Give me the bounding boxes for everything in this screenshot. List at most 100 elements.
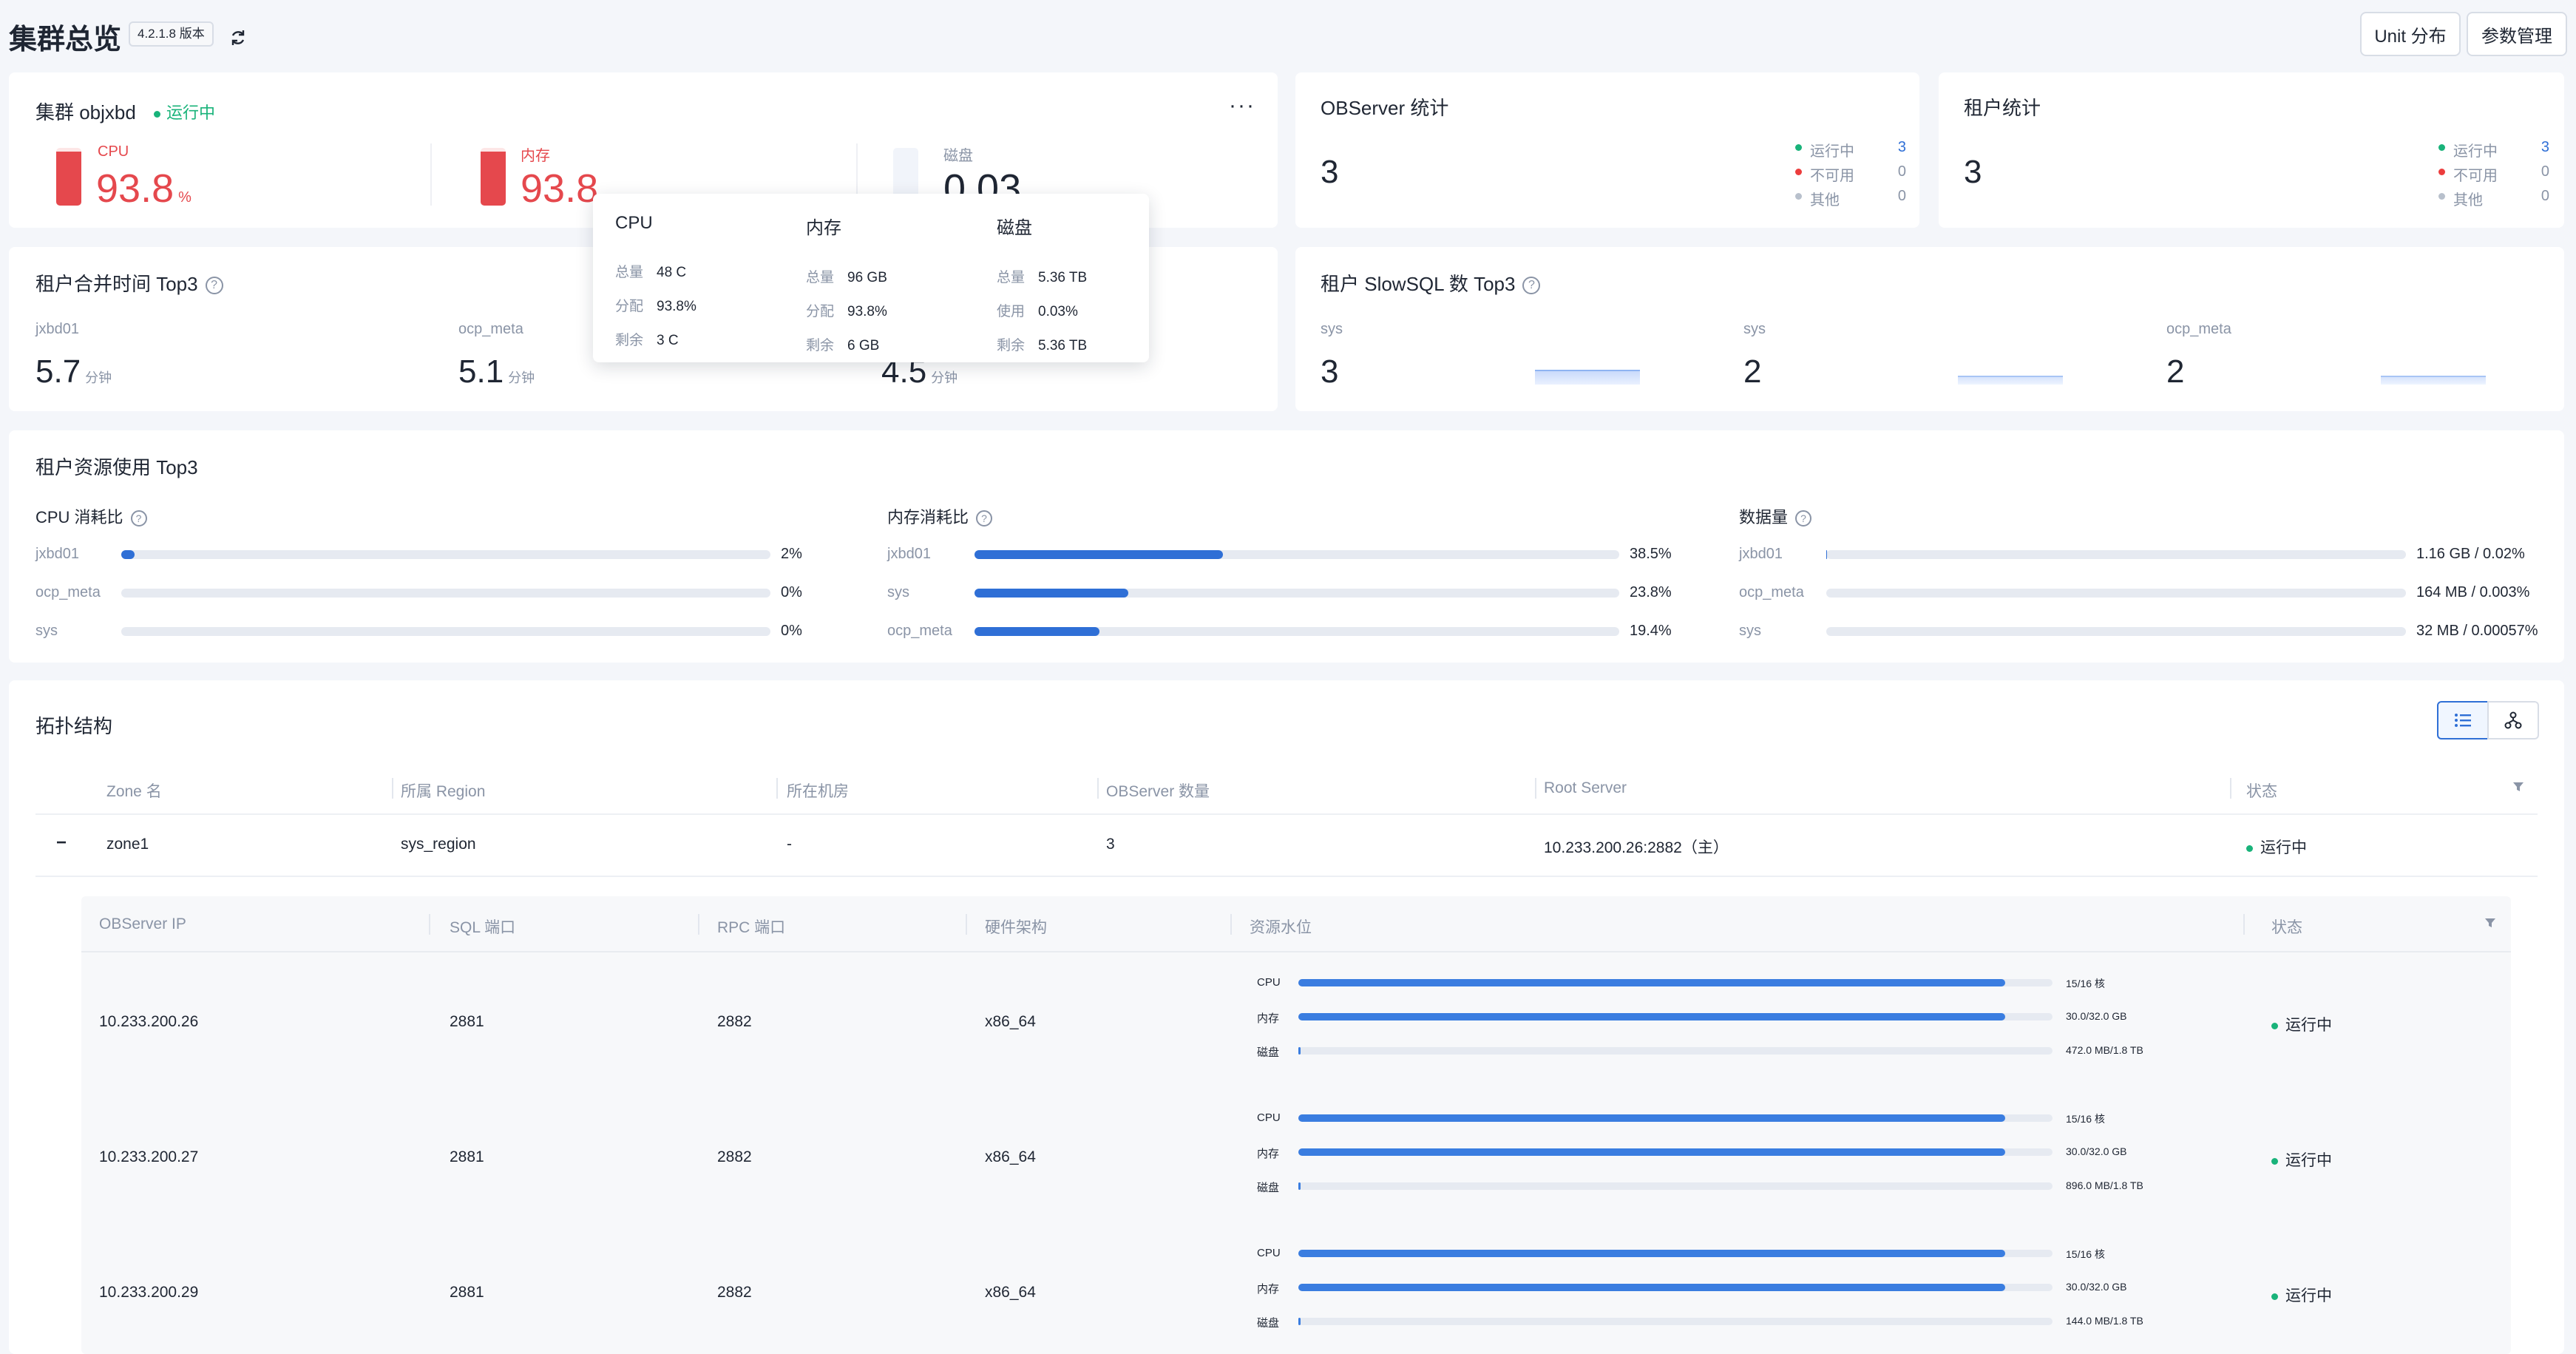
help-icon[interactable]: ? bbox=[1795, 510, 1812, 527]
memory-label: 内存 bbox=[521, 148, 550, 164]
col-sep bbox=[1230, 914, 1232, 935]
cpu-gauge bbox=[56, 148, 81, 206]
col-sep bbox=[2243, 914, 2245, 935]
collapse-icon[interactable]: − bbox=[56, 833, 67, 853]
resource-item-value: 38.5% bbox=[1630, 546, 1672, 562]
slowsql-title-text: 租户 SlowSQL 数 Top3 bbox=[1321, 273, 1516, 295]
status-count[interactable]: 3 bbox=[1897, 139, 1906, 155]
resource-watermark-fill bbox=[1298, 1284, 2006, 1291]
other-dot-icon bbox=[2438, 193, 2445, 200]
tooltip-row: 总量 5.36 TB bbox=[997, 270, 1088, 285]
tooltip-col-memory: 内存 总量 96 GB 分配 93.8% 剩余 6 GB bbox=[806, 213, 983, 363]
resource-item-name: ocp_meta bbox=[887, 623, 952, 639]
filter-icon[interactable] bbox=[2512, 781, 2524, 793]
resource-bar bbox=[121, 550, 770, 559]
slowsql-item-value: 3 bbox=[1321, 353, 1339, 390]
help-icon[interactable]: ? bbox=[1522, 277, 1541, 295]
resource-bar bbox=[975, 627, 1619, 636]
resource-label: 磁盘 bbox=[1257, 1182, 1280, 1194]
status-row-other: 其他 0 bbox=[1795, 188, 1906, 212]
col-sep bbox=[2230, 778, 2231, 799]
unit-distribution-button[interactable]: Unit 分布 bbox=[2360, 12, 2461, 56]
resource-watermark-fill bbox=[1298, 1047, 1301, 1055]
refresh-icon[interactable] bbox=[228, 28, 248, 47]
status-row-unavailable: 不可用 0 bbox=[1795, 163, 1906, 188]
tooltip-row: 使用 0.03% bbox=[997, 304, 1078, 319]
server-sql-port: 2881 bbox=[450, 1148, 484, 1165]
server-rpc-port: 2882 bbox=[717, 1013, 752, 1030]
memory-gauge bbox=[481, 148, 506, 206]
observer-stats-title: OBServer 统计 bbox=[1321, 97, 1449, 119]
resource-item-value: 0% bbox=[781, 623, 802, 639]
zone-root-server: 10.233.200.26:2882（主） bbox=[1544, 839, 1729, 856]
zone-row[interactable]: − zone1 sys_region - 3 10.233.200.26:288… bbox=[35, 815, 2538, 877]
resource-group-title: 内存消耗比? bbox=[887, 504, 993, 528]
resource-watermark-bar bbox=[1298, 1013, 2053, 1020]
status-label: 运行中 bbox=[1810, 143, 1854, 160]
server-row[interactable]: 10.233.200.27 2881 2882 x86_64 CPU 15/16 核内存 3… bbox=[81, 1088, 2511, 1223]
topology-title: 拓扑结构 bbox=[35, 715, 113, 737]
resource-bar bbox=[1826, 550, 2406, 559]
merge-time-title-text: 租户合并时间 Top3 bbox=[35, 273, 198, 295]
help-icon[interactable]: ? bbox=[976, 510, 993, 527]
topology-view-button[interactable] bbox=[2487, 701, 2539, 739]
list-view-button[interactable] bbox=[2437, 701, 2489, 739]
resource-watermark-fill bbox=[1298, 1182, 1301, 1190]
status-row-unavailable: 不可用 0 bbox=[2438, 163, 2549, 188]
zone-status-text: 运行中 bbox=[2260, 839, 2307, 856]
col-sep bbox=[966, 914, 967, 935]
resource-watermark-bar bbox=[1298, 1284, 2053, 1291]
cpu-value-number: 93.8 bbox=[96, 166, 174, 211]
resource-value: 15/16 核 bbox=[2066, 1113, 2105, 1125]
status-count[interactable]: 3 bbox=[2541, 139, 2549, 155]
server-status-text: 运行中 bbox=[2285, 1017, 2332, 1034]
sparkline bbox=[1535, 370, 1640, 385]
resource-watermark-bar bbox=[1298, 979, 2053, 986]
server-ip-link[interactable]: 10.233.200.29 bbox=[99, 1284, 199, 1301]
cluster-status-text: 运行中 bbox=[166, 104, 216, 122]
resource-group-title-text: 内存消耗比 bbox=[887, 508, 969, 527]
version-badge: 4.2.1.8 版本 bbox=[129, 21, 214, 47]
resource-item-value: 164 MB / 0.003% bbox=[2416, 584, 2530, 600]
resource-item-value: 2% bbox=[781, 546, 802, 562]
resource-item-name: ocp_meta bbox=[35, 584, 101, 600]
col-sep bbox=[1535, 778, 1536, 799]
help-icon[interactable]: ? bbox=[205, 277, 223, 295]
col-idc: 所在机房 bbox=[787, 783, 849, 800]
running-dot-icon bbox=[2271, 1157, 2278, 1165]
merge-item-value: 5.7 分钟 bbox=[35, 353, 112, 390]
zone-table-header: Zone 名 所属 Region 所在机房 OBServer 数量 Root S… bbox=[35, 762, 2538, 815]
status-count: 0 bbox=[1897, 163, 1906, 180]
server-rpc-port: 2882 bbox=[717, 1284, 752, 1301]
resource-bar bbox=[975, 589, 1619, 598]
tenant-stats-card: 租户统计 3 运行中 3 不可用 0 其他 0 bbox=[1939, 72, 2564, 228]
resource-group-title: 数据量? bbox=[1739, 504, 1812, 528]
status-label: 其他 bbox=[1810, 192, 1840, 209]
zone-status: 运行中 bbox=[2246, 836, 2307, 858]
server-row[interactable]: 10.233.200.29 2881 2882 x86_64 CPU 15/16 核内存 3… bbox=[81, 1223, 2511, 1354]
parameter-management-button[interactable]: 参数管理 bbox=[2467, 12, 2567, 56]
resource-value: 15/16 核 bbox=[2066, 978, 2105, 989]
server-table-header: OBServer IP SQL 端口 RPC 端口 硬件架构 资源水位 状态 bbox=[81, 896, 2511, 952]
list-icon bbox=[2455, 714, 2471, 727]
server-status: 运行中 bbox=[2271, 1013, 2332, 1035]
status-row-running: 运行中 3 bbox=[2438, 139, 2549, 163]
merge-value-number: 5.7 bbox=[35, 353, 81, 390]
resource-bar-fill bbox=[975, 627, 1100, 636]
server-row[interactable]: 10.233.200.26 2881 2882 x86_64 CPU 15/16 核内存 3… bbox=[81, 952, 2511, 1088]
resource-watermark-bar bbox=[1298, 1047, 2053, 1055]
help-icon[interactable]: ? bbox=[130, 510, 147, 527]
server-ip-link[interactable]: 10.233.200.26 bbox=[99, 1013, 199, 1030]
tooltip-row: 分配 93.8% bbox=[806, 304, 887, 319]
disk-label: 磁盘 bbox=[943, 148, 973, 164]
merge-item-value: 5.1 分钟 bbox=[458, 353, 535, 390]
server-ip-link[interactable]: 10.233.200.27 bbox=[99, 1148, 199, 1165]
resource-watermark-bar bbox=[1298, 1114, 2053, 1122]
zone-name: zone1 bbox=[106, 836, 149, 853]
filter-icon[interactable] bbox=[2484, 917, 2496, 929]
tooltip-row: 总量 96 GB bbox=[806, 270, 887, 285]
resource-label: 内存 bbox=[1257, 1012, 1280, 1025]
resource-item-name: jxbd01 bbox=[35, 546, 79, 562]
more-icon[interactable]: ··· bbox=[1229, 93, 1255, 118]
merge-unit: 分钟 bbox=[85, 370, 112, 385]
